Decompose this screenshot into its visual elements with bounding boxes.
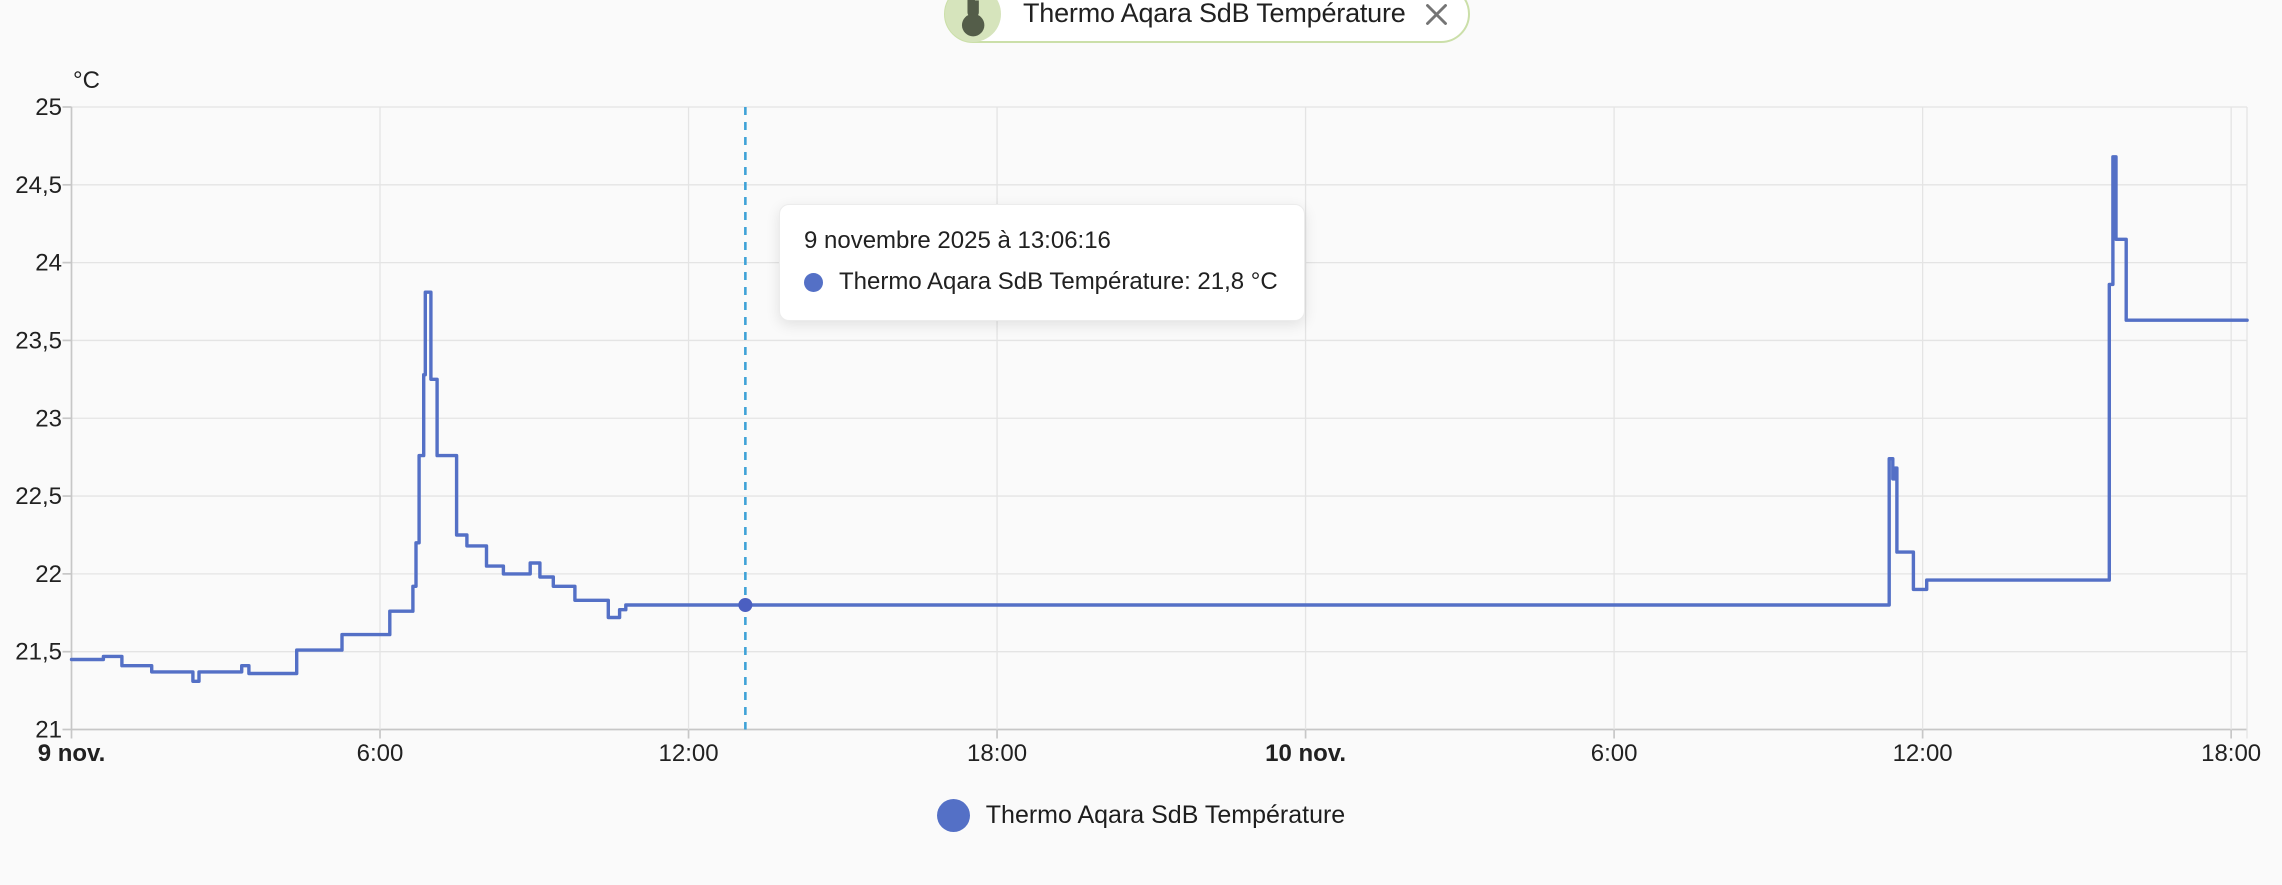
svg-text:°C: °C <box>73 67 100 94</box>
svg-text:23,5: 23,5 <box>15 327 62 354</box>
chart-tooltip: 9 novembre 2025 à 13:06:16 Thermo Aqara … <box>779 204 1305 321</box>
svg-text:12:00: 12:00 <box>1893 740 1953 767</box>
svg-text:22,5: 22,5 <box>15 483 62 510</box>
legend-label: Thermo Aqara SdB Température <box>986 801 1345 830</box>
svg-text:24,5: 24,5 <box>15 172 62 199</box>
svg-text:6:00: 6:00 <box>357 740 404 767</box>
svg-text:25: 25 <box>35 94 62 121</box>
svg-text:24: 24 <box>35 250 62 277</box>
chart-legend[interactable]: Thermo Aqara SdB Température <box>0 799 2282 832</box>
svg-text:18:00: 18:00 <box>967 740 1027 767</box>
svg-text:6:00: 6:00 <box>1591 740 1638 767</box>
svg-text:12:00: 12:00 <box>659 740 719 767</box>
legend-marker-dot <box>937 799 970 832</box>
tooltip-series-text: Thermo Aqara SdB Température: 21,8 °C <box>839 268 1278 296</box>
svg-text:23: 23 <box>35 405 62 432</box>
svg-text:21,5: 21,5 <box>15 639 62 666</box>
tooltip-date: 9 novembre 2025 à 13:06:16 <box>804 227 1278 255</box>
svg-text:18:00: 18:00 <box>2201 740 2261 767</box>
svg-text:9 nov.: 9 nov. <box>38 740 106 767</box>
svg-text:22: 22 <box>35 561 62 588</box>
svg-text:10 nov.: 10 nov. <box>1265 740 1346 767</box>
series-marker-dot <box>804 273 823 292</box>
